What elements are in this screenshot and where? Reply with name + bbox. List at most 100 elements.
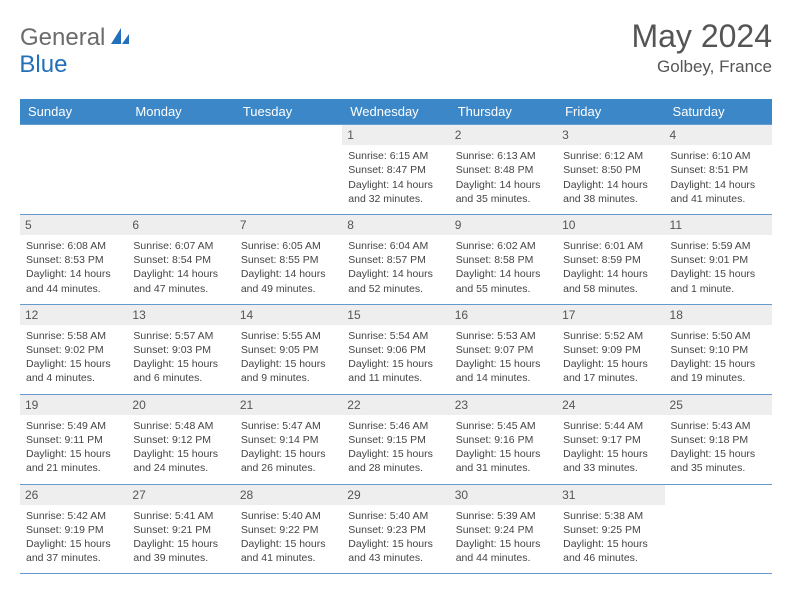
- calendar-day-cell: 13Sunrise: 5:57 AMSunset: 9:03 PMDayligh…: [127, 304, 234, 394]
- sunrise-text: Sunrise: 5:47 AM: [241, 419, 336, 433]
- day-number: 1: [342, 125, 449, 145]
- sunrise-text: Sunrise: 5:39 AM: [456, 509, 551, 523]
- daylight-text: Daylight: 15 hours and 21 minutes.: [26, 447, 121, 475]
- day-number: 14: [235, 305, 342, 325]
- sunset-text: Sunset: 9:11 PM: [26, 433, 121, 447]
- sunrise-text: Sunrise: 6:08 AM: [26, 239, 121, 253]
- daylight-text: Daylight: 15 hours and 11 minutes.: [348, 357, 443, 385]
- daylight-text: Daylight: 15 hours and 43 minutes.: [348, 537, 443, 565]
- calendar-day-cell: 9Sunrise: 6:02 AMSunset: 8:58 PMDaylight…: [450, 214, 557, 304]
- calendar-week-row: 1Sunrise: 6:15 AMSunset: 8:47 PMDaylight…: [20, 125, 772, 215]
- day-number: 24: [557, 395, 664, 415]
- sunset-text: Sunset: 8:54 PM: [133, 253, 228, 267]
- brand-part2: Blue: [19, 51, 67, 79]
- daylight-text: Daylight: 14 hours and 35 minutes.: [456, 178, 551, 206]
- daylight-text: Daylight: 15 hours and 35 minutes.: [671, 447, 766, 475]
- day-number: 30: [450, 485, 557, 505]
- daylight-text: Daylight: 14 hours and 41 minutes.: [671, 178, 766, 206]
- day-number: 5: [20, 215, 127, 235]
- calendar-day-cell: 3Sunrise: 6:12 AMSunset: 8:50 PMDaylight…: [557, 125, 664, 215]
- weekday-header: Monday: [127, 99, 234, 125]
- calendar-day-cell: 18 Sunrise: 5:50 AMSunset: 9:10 PMDayligh…: [665, 304, 772, 394]
- calendar-week-row: 19Sunrise: 5:49 AMSunset: 9:11 PMDayligh…: [20, 394, 772, 484]
- sunrise-text: Sunrise: 6:13 AM: [456, 149, 551, 163]
- calendar-day-cell: 1Sunrise: 6:15 AMSunset: 8:47 PMDaylight…: [342, 125, 449, 215]
- sunset-text: Sunset: 9:02 PM: [26, 343, 121, 357]
- sunset-text: Sunset: 9:14 PM: [241, 433, 336, 447]
- sunset-text: Sunset: 8:47 PM: [348, 163, 443, 177]
- weekday-header: Saturday: [665, 99, 772, 125]
- daylight-text: Daylight: 15 hours and 28 minutes.: [348, 447, 443, 475]
- calendar-day-cell: 20Sunrise: 5:48 AMSunset: 9:12 PMDayligh…: [127, 394, 234, 484]
- sunset-text: Sunset: 9:19 PM: [26, 523, 121, 537]
- calendar-day-cell: 4Sunrise: 6:10 AMSunset: 8:51 PMDaylight…: [665, 125, 772, 215]
- sunrise-text: Sunrise: 5:50 AM: [671, 329, 766, 343]
- sunrise-text: Sunrise: 6:07 AM: [133, 239, 228, 253]
- sunrise-text: Sunrise: 5:43 AM: [671, 419, 766, 433]
- day-number: 8: [342, 215, 449, 235]
- day-number: 16: [450, 305, 557, 325]
- sunrise-text: Sunrise: 5:42 AM: [26, 509, 121, 523]
- calendar-day-cell: [235, 125, 342, 215]
- sunset-text: Sunset: 9:24 PM: [456, 523, 551, 537]
- daylight-text: Daylight: 15 hours and 4 minutes.: [26, 357, 121, 385]
- calendar-day-cell: 10Sunrise: 6:01 AMSunset: 8:59 PMDayligh…: [557, 214, 664, 304]
- logo-sail-icon: [109, 26, 131, 51]
- weekday-header: Friday: [557, 99, 664, 125]
- daylight-text: Daylight: 15 hours and 24 minutes.: [133, 447, 228, 475]
- location: Golbey, France: [631, 57, 772, 77]
- daylight-text: Daylight: 15 hours and 1 minute.: [671, 267, 766, 295]
- calendar-day-cell: 15Sunrise: 5:54 AMSunset: 9:06 PMDayligh…: [342, 304, 449, 394]
- calendar-day-cell: 28Sunrise: 5:40 AMSunset: 9:22 PMDayligh…: [235, 484, 342, 574]
- day-number: 26: [20, 485, 127, 505]
- daylight-text: Daylight: 15 hours and 46 minutes.: [563, 537, 658, 565]
- sunrise-text: Sunrise: 5:45 AM: [456, 419, 551, 433]
- calendar-week-row: 5Sunrise: 6:08 AMSunset: 8:53 PMDaylight…: [20, 214, 772, 304]
- sunrise-text: Sunrise: 6:12 AM: [563, 149, 658, 163]
- sunrise-text: Sunrise: 5:52 AM: [563, 329, 658, 343]
- calendar-day-cell: 2 Sunrise: 6:13 AMSunset: 8:48 PMDaylight…: [450, 125, 557, 215]
- calendar-day-cell: 23 Sunrise: 5:45 AMSunset: 9:16 PMDayligh…: [450, 394, 557, 484]
- sunset-text: Sunset: 8:48 PM: [456, 163, 551, 177]
- daylight-text: Daylight: 14 hours and 49 minutes.: [241, 267, 336, 295]
- daylight-text: Daylight: 15 hours and 19 minutes.: [671, 357, 766, 385]
- calendar-day-cell: 27Sunrise: 5:41 AMSunset: 9:21 PMDayligh…: [127, 484, 234, 574]
- sunset-text: Sunset: 8:58 PM: [456, 253, 551, 267]
- day-number: 23: [450, 395, 557, 415]
- daylight-text: Daylight: 15 hours and 6 minutes.: [133, 357, 228, 385]
- sunset-text: Sunset: 8:51 PM: [671, 163, 766, 177]
- calendar-day-cell: 19Sunrise: 5:49 AMSunset: 9:11 PMDayligh…: [20, 394, 127, 484]
- day-number: 2: [450, 125, 557, 145]
- daylight-text: Daylight: 15 hours and 26 minutes.: [241, 447, 336, 475]
- sunrise-text: Sunrise: 6:05 AM: [241, 239, 336, 253]
- weekday-header: Tuesday: [235, 99, 342, 125]
- weekday-header: Thursday: [450, 99, 557, 125]
- calendar-day-cell: 21 Sunrise: 5:47 AMSunset: 9:14 PMDayligh…: [235, 394, 342, 484]
- sunset-text: Sunset: 9:05 PM: [241, 343, 336, 357]
- calendar-day-cell: 12Sunrise: 5:58 AMSunset: 9:02 PMDayligh…: [20, 304, 127, 394]
- day-number: 7: [235, 215, 342, 235]
- sunrise-text: Sunrise: 5:53 AM: [456, 329, 551, 343]
- day-number: 10: [557, 215, 664, 235]
- daylight-text: Daylight: 15 hours and 31 minutes.: [456, 447, 551, 475]
- sunrise-text: Sunrise: 5:40 AM: [241, 509, 336, 523]
- sunset-text: Sunset: 9:03 PM: [133, 343, 228, 357]
- logo: General: [20, 18, 133, 52]
- daylight-text: Daylight: 14 hours and 55 minutes.: [456, 267, 551, 295]
- daylight-text: Daylight: 15 hours and 33 minutes.: [563, 447, 658, 475]
- day-number: 22: [342, 395, 449, 415]
- sunset-text: Sunset: 9:10 PM: [671, 343, 766, 357]
- calendar-day-cell: 26Sunrise: 5:42 AMSunset: 9:19 PMDayligh…: [20, 484, 127, 574]
- calendar-day-cell: 22Sunrise: 5:46 AMSunset: 9:15 PMDayligh…: [342, 394, 449, 484]
- day-number: 21: [235, 395, 342, 415]
- day-number: 18: [665, 305, 772, 325]
- sunrise-text: Sunrise: 5:58 AM: [26, 329, 121, 343]
- daylight-text: Daylight: 15 hours and 41 minutes.: [241, 537, 336, 565]
- sunset-text: Sunset: 9:16 PM: [456, 433, 551, 447]
- daylight-text: Daylight: 14 hours and 58 minutes.: [563, 267, 658, 295]
- day-number: 11: [665, 215, 772, 235]
- calendar-day-cell: 16Sunrise: 5:53 AMSunset: 9:07 PMDayligh…: [450, 304, 557, 394]
- day-number: 17: [557, 305, 664, 325]
- calendar-day-cell: 6Sunrise: 6:07 AMSunset: 8:54 PMDaylight…: [127, 214, 234, 304]
- calendar-day-cell: 31Sunrise: 5:38 AMSunset: 9:25 PMDayligh…: [557, 484, 664, 574]
